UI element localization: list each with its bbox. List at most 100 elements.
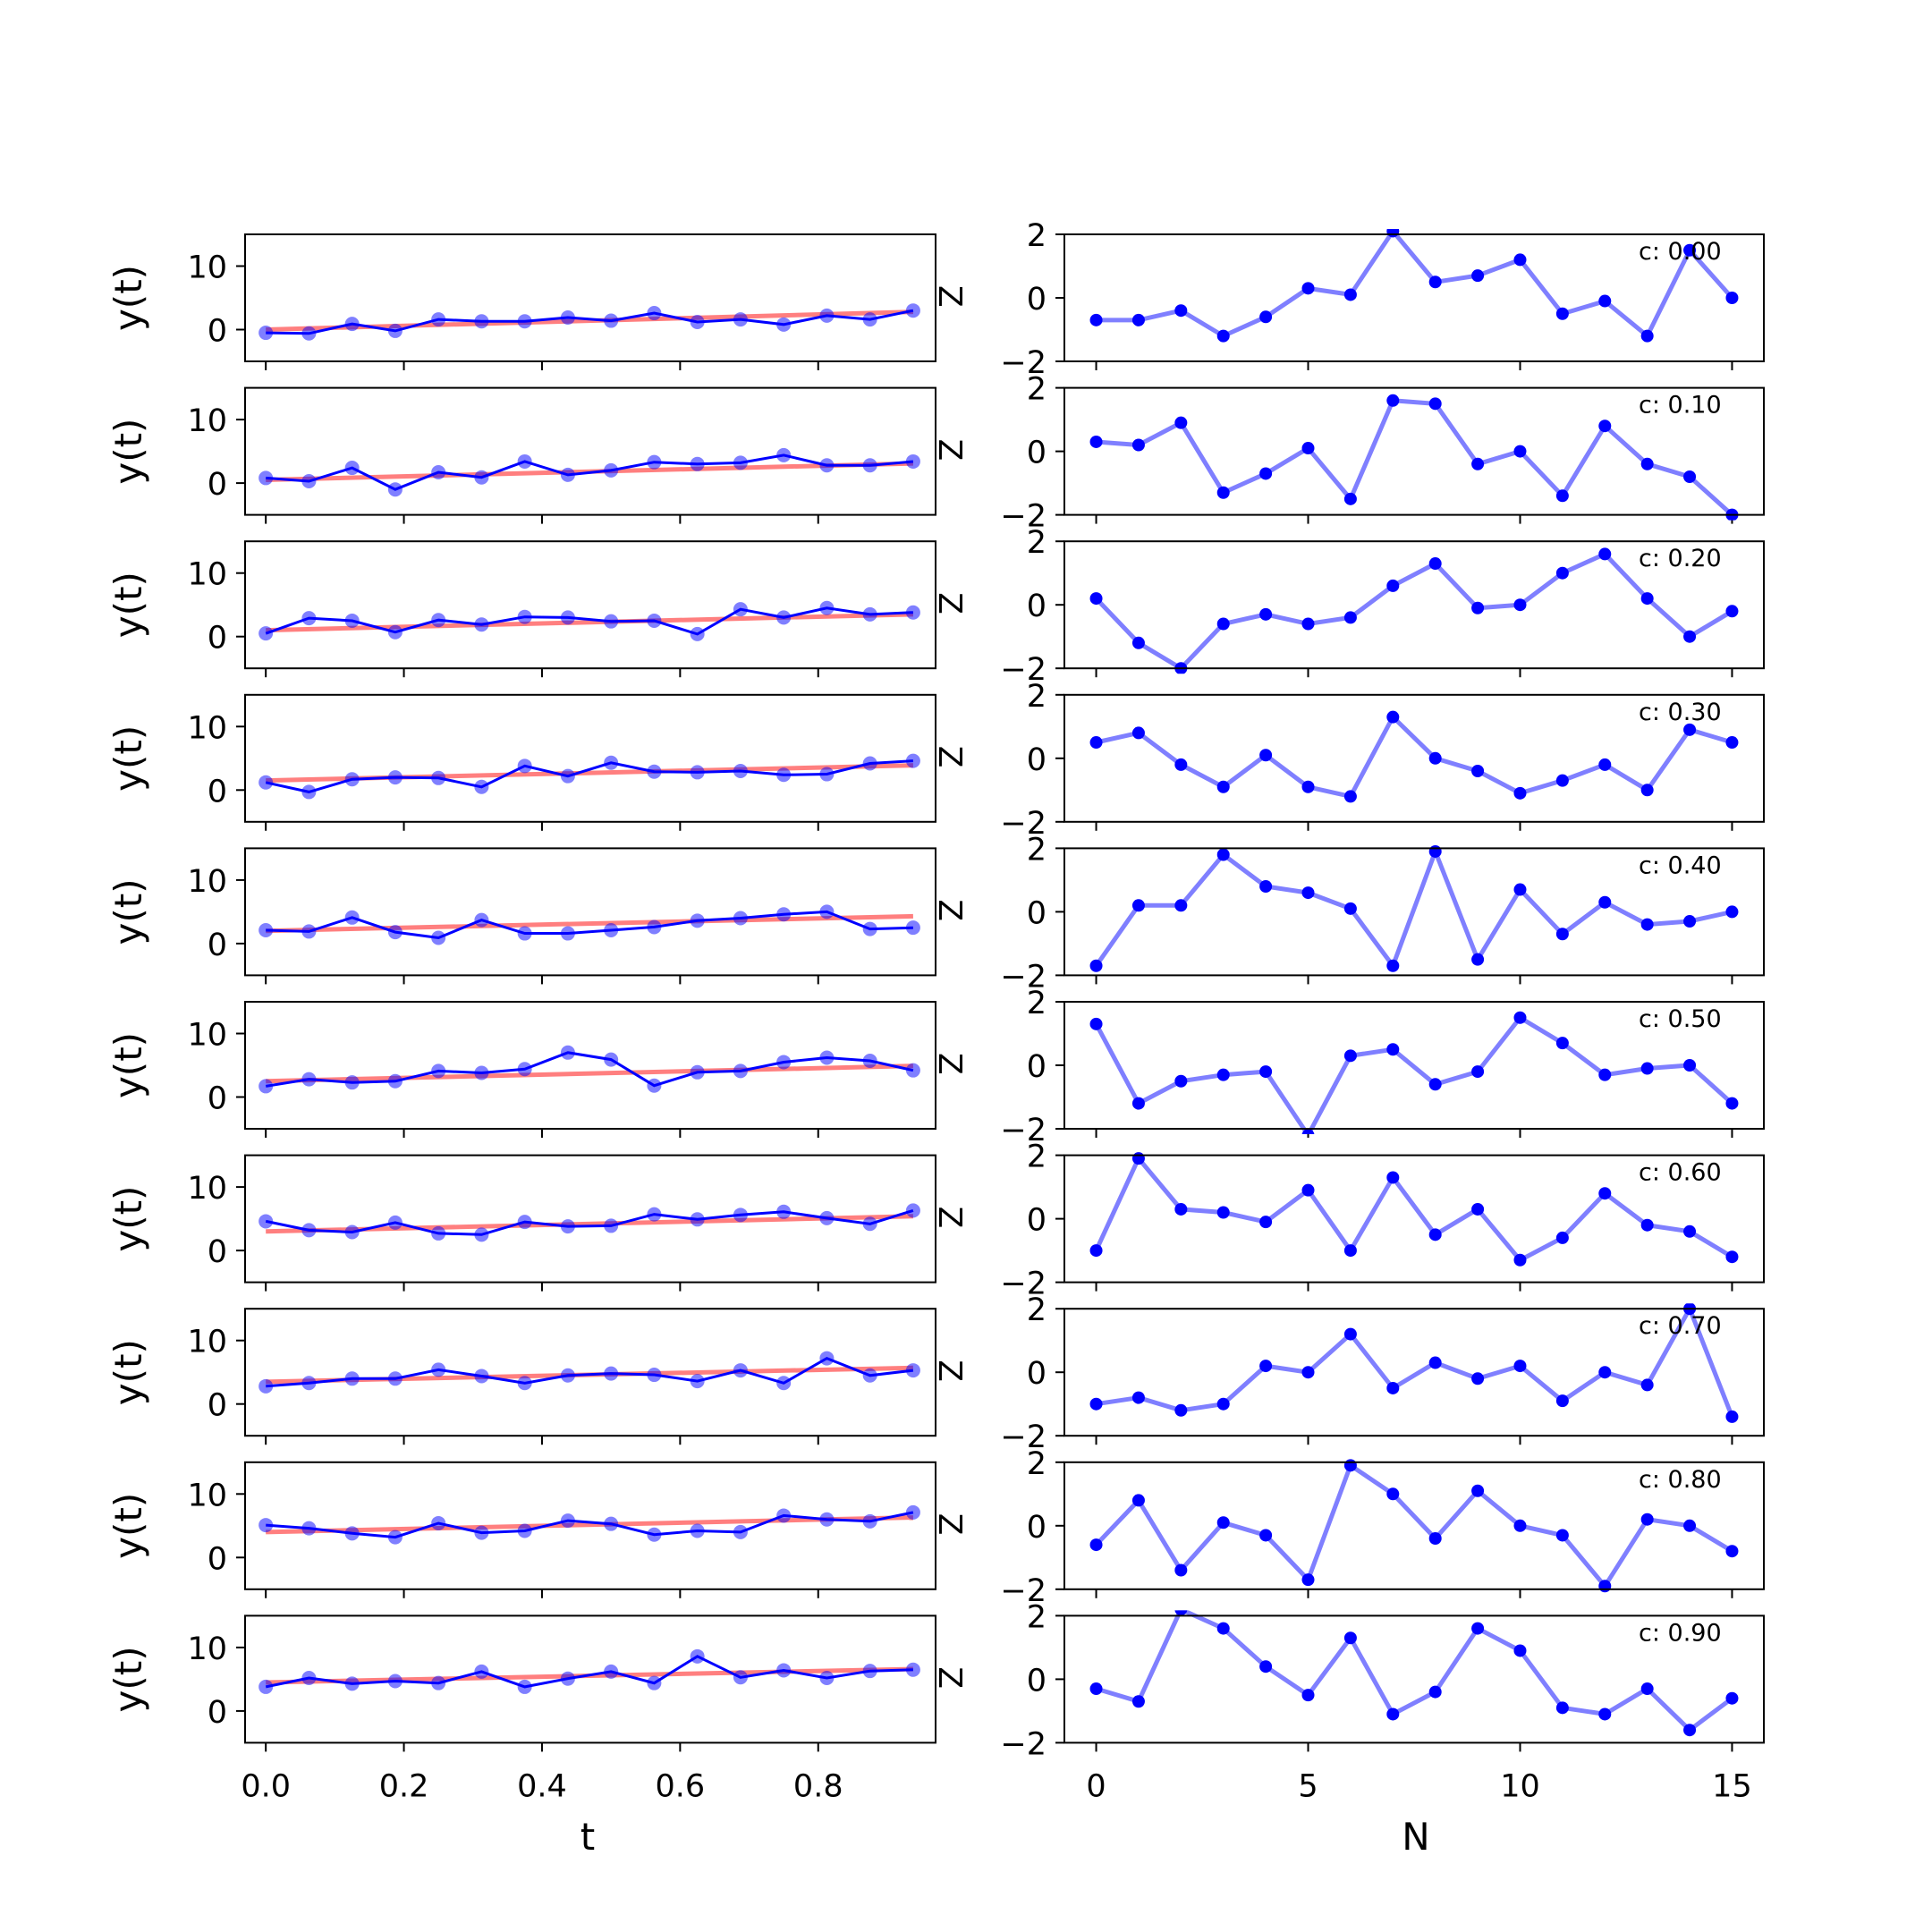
overlap-glyph: Z — [931, 746, 968, 768]
data-line — [265, 1051, 914, 1088]
data-point — [905, 753, 920, 768]
panel-annotation: c: 0.40 — [1639, 852, 1722, 879]
y-tick-label: 0 — [208, 774, 227, 809]
series-point — [1301, 617, 1315, 631]
left-subplot: 0 10 y(t) Z — [106, 233, 968, 370]
data-point — [258, 470, 274, 486]
y-tick-label: 0 — [1027, 589, 1046, 624]
series-point — [1471, 1484, 1485, 1497]
panel-annotation: c: 0.80 — [1639, 1466, 1722, 1494]
series-point — [1428, 751, 1442, 765]
series-point — [1343, 902, 1357, 915]
series-point — [1259, 749, 1273, 762]
data-point — [258, 1079, 274, 1094]
series-point — [1513, 1644, 1527, 1657]
series-point — [1513, 598, 1527, 612]
series-point — [1174, 1074, 1188, 1088]
series-point — [1471, 269, 1485, 283]
series-point — [1640, 1378, 1654, 1392]
series-point — [1216, 1516, 1230, 1530]
series-point — [1428, 1228, 1442, 1241]
y-tick-label: 0 — [208, 1541, 227, 1577]
y-tick-label: −2 — [1000, 959, 1046, 995]
series-point — [1089, 1397, 1103, 1411]
y-tick-label: −2 — [1000, 652, 1046, 688]
data-point — [905, 1063, 920, 1078]
series-point — [1598, 419, 1612, 433]
y-tick-label: 0 — [1027, 1049, 1046, 1085]
series-point — [1343, 1244, 1357, 1258]
series-point — [1386, 579, 1400, 592]
fit-line — [266, 1214, 913, 1234]
series-point — [1259, 1065, 1273, 1079]
y-tick-label: 0 — [208, 1234, 227, 1270]
y-tick-label: 0 — [208, 314, 227, 350]
series-point — [1471, 1065, 1485, 1079]
series-point — [1598, 758, 1612, 771]
series-point — [1428, 1532, 1442, 1545]
series-line — [1096, 1303, 1734, 1418]
panel-annotation: c: 0.10 — [1639, 392, 1722, 419]
series-point — [1683, 915, 1697, 928]
y-tick-label: 10 — [187, 864, 227, 900]
y-tick-label: 0 — [1027, 282, 1046, 318]
y-tick-label: 0 — [208, 928, 227, 963]
series-point — [1598, 895, 1612, 909]
series-point — [1598, 294, 1612, 308]
series-point — [1259, 467, 1273, 480]
series-point — [1131, 438, 1145, 452]
series-point — [1216, 1206, 1230, 1219]
fit-line — [266, 1515, 913, 1535]
series-point — [1386, 1381, 1400, 1394]
series-point — [1089, 1538, 1103, 1552]
y-axis-label: y(t) — [106, 1186, 150, 1252]
fit-line — [266, 1063, 913, 1084]
series-point — [1216, 329, 1230, 343]
series-point — [1089, 435, 1103, 448]
series-point — [1131, 313, 1145, 326]
y-tick-label: 0 — [1027, 1510, 1046, 1546]
x-tick-label: 5 — [1298, 1768, 1318, 1804]
series-point — [1216, 1397, 1230, 1411]
panel-annotation: c: 0.60 — [1639, 1159, 1722, 1187]
y-axis-label: y(t) — [106, 1493, 150, 1559]
data-point — [905, 303, 920, 318]
data-point — [258, 326, 274, 341]
series-point — [1428, 275, 1442, 289]
data-point — [258, 922, 274, 937]
y-tick-label: 0 — [1027, 742, 1046, 778]
overlap-glyph: Z — [931, 1053, 968, 1075]
data-line — [265, 759, 913, 793]
series-point — [1343, 1459, 1357, 1472]
series-point — [1386, 1487, 1400, 1501]
y-tick-label: 10 — [187, 557, 227, 593]
series-point — [1640, 1218, 1654, 1232]
series-point — [1513, 1253, 1527, 1267]
series-point — [1683, 1724, 1697, 1737]
y-tick-label: 0 — [208, 621, 227, 657]
overlap-glyph: Z — [931, 1513, 968, 1536]
y-tick-label: 2 — [1027, 1599, 1046, 1635]
series-point — [1471, 1622, 1485, 1635]
series-point — [1301, 1129, 1315, 1134]
data-line — [266, 1356, 914, 1388]
series-point — [1131, 1152, 1145, 1165]
series-point — [1259, 607, 1273, 621]
series-point — [1259, 1529, 1273, 1542]
series-point — [1174, 1610, 1188, 1616]
series-point — [1640, 1513, 1654, 1526]
x-tick-label: 0.4 — [517, 1768, 567, 1804]
series-point — [1683, 470, 1697, 483]
series-point — [1471, 1202, 1485, 1216]
series-point — [1131, 726, 1145, 740]
series-point — [1301, 1573, 1315, 1587]
data-point — [905, 1504, 920, 1520]
series-point — [1683, 723, 1697, 736]
y-tick-label: 2 — [1027, 1292, 1046, 1328]
series-point — [1174, 416, 1188, 429]
series-point — [1725, 605, 1739, 618]
axes-frame — [244, 233, 936, 362]
panel-annotation: c: 0.20 — [1639, 545, 1722, 572]
series-point — [1471, 457, 1485, 470]
